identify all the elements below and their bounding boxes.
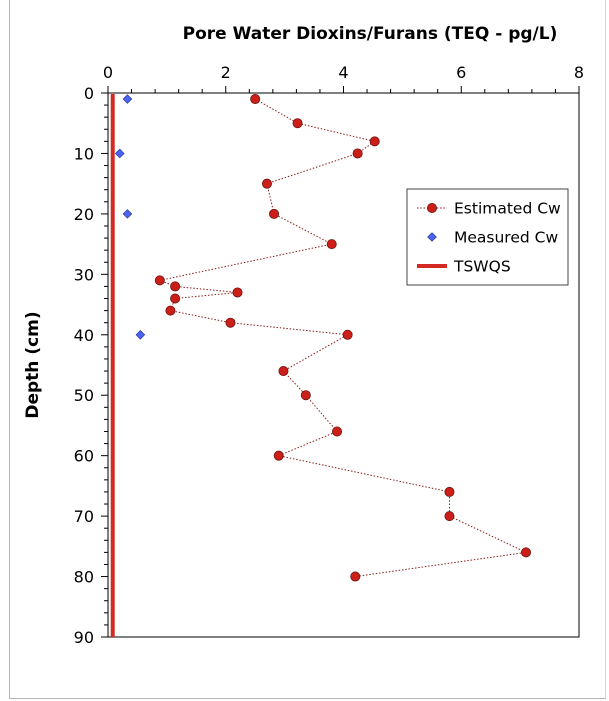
estimated-cw-point: [278, 366, 289, 377]
y-tick-label: 20: [74, 205, 94, 224]
estimated-cw-point: [261, 178, 272, 189]
estimated-cw-line: [158, 98, 528, 578]
x-tick-label: 2: [221, 63, 231, 82]
plot-area: [107, 92, 580, 638]
legend-swatch-circle: [426, 202, 437, 213]
y-tick-label: 10: [74, 144, 94, 163]
estimated-cw-point: [225, 317, 236, 328]
estimated-cw-point: [369, 136, 380, 147]
estimated-cw-point: [326, 239, 337, 250]
legend-label: Measured Cw: [454, 229, 558, 247]
legend-label: TSWQS: [453, 258, 511, 276]
estimated-cw-point: [292, 118, 303, 129]
estimated-cw-point: [170, 281, 181, 292]
estimated-cw-point: [273, 450, 284, 461]
estimated-cw-point: [332, 426, 343, 437]
y-tick-label: 60: [74, 447, 94, 466]
y-tick-label: 0: [84, 84, 94, 103]
estimated-cw-point: [232, 287, 243, 298]
estimated-cw-point: [300, 390, 311, 401]
estimated-cw-point: [350, 571, 361, 582]
estimated-cw-point: [342, 329, 353, 340]
y-axis-label: Depth (cm): [23, 311, 43, 418]
y-tick-label: 30: [74, 265, 94, 284]
measured-cw-point: [122, 209, 133, 219]
chart-title: Pore Water Dioxins/Furans (TEQ - pg/L): [183, 24, 558, 44]
estimated-cw-point: [165, 305, 176, 316]
estimated-cw-point: [444, 511, 455, 522]
measured-cw-point: [114, 148, 125, 159]
legend-swatch-diamond: [427, 232, 437, 242]
x-tick-label: 8: [574, 63, 584, 82]
estimated-cw-point: [250, 94, 261, 105]
y-tick-label: 80: [74, 568, 94, 587]
measured-cw-point: [122, 94, 133, 104]
estimated-cw-point: [269, 208, 280, 219]
x-tick-label: 0: [103, 63, 113, 82]
estimated-cw-point: [521, 547, 532, 558]
y-tick-label: 50: [74, 386, 94, 405]
estimated-cw-point: [352, 148, 363, 159]
series-layer: [110, 94, 532, 637]
x-tick-label: 6: [456, 63, 466, 82]
estimated-cw-point: [170, 293, 181, 304]
legend: Estimated Cw Measured Cw TSWQS: [406, 188, 569, 286]
y-tick-label: 40: [74, 326, 94, 345]
y-tick-label: 90: [74, 628, 94, 647]
measured-cw-point: [135, 329, 146, 340]
x-tick-label: 4: [338, 63, 348, 82]
y-tick-label: 70: [74, 507, 94, 526]
legend-label: Estimated Cw: [454, 200, 561, 218]
estimated-cw-point: [154, 275, 165, 286]
estimated-cw-point: [444, 486, 455, 497]
chart-frame: [9, 0, 606, 699]
